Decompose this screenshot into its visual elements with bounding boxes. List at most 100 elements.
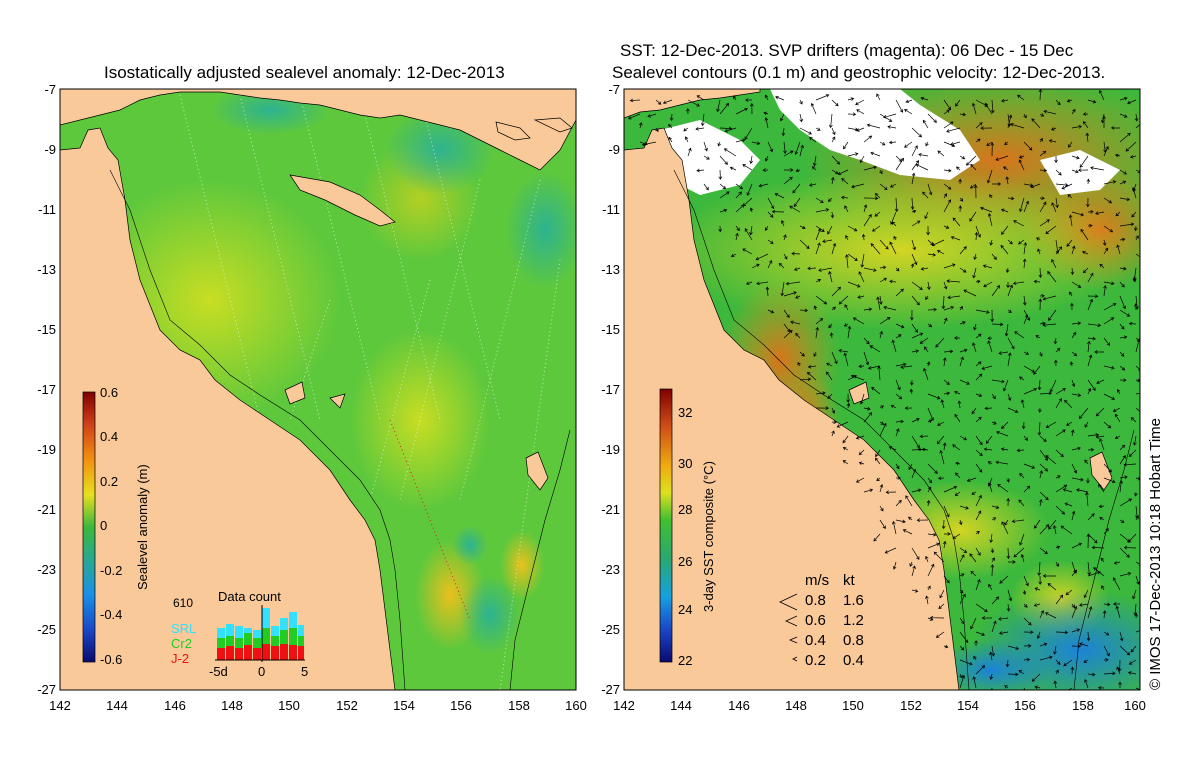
velocity-arrow (847, 325, 852, 339)
data-count-title: Data count (218, 589, 281, 604)
velocity-arrow (1055, 197, 1059, 209)
velocity-arrow (935, 337, 945, 348)
velocity-arrow (1102, 610, 1107, 619)
velocity-arrow (981, 616, 993, 620)
velocity-arrow (841, 178, 849, 185)
island (848, 381, 870, 405)
velocity-arrow (879, 330, 883, 339)
velocity-arrow (1004, 519, 1009, 526)
velocity-arrow (943, 317, 948, 325)
lat-tick-label: -23 (37, 562, 56, 577)
velocity-arrow (936, 249, 945, 255)
velocity-arrow (847, 112, 857, 117)
velocity-arrow (1135, 687, 1140, 690)
velocity-arrow (1062, 488, 1073, 493)
bar-srl (289, 612, 297, 628)
velocity-arrow (927, 323, 933, 328)
velocity-arrow (1019, 197, 1025, 213)
data-count-inset: Data count 610 SRL Cr2 J-2 (171, 589, 308, 679)
velocity-arrow (742, 248, 753, 255)
velocity-arrow (908, 463, 913, 471)
velocity-arrow (1071, 321, 1082, 326)
velocity-arrow (1006, 281, 1010, 289)
velocity-arrow (799, 99, 803, 105)
velocity-arrow (783, 150, 794, 157)
lat-tick-label: -9 (608, 142, 620, 157)
velocity-arrow (959, 573, 965, 577)
velocity-arrow (895, 334, 902, 339)
velocity-arrow (876, 296, 881, 311)
velocity-arrow (852, 317, 865, 325)
velocity-arrow (1039, 642, 1048, 647)
velocity-arrow (1042, 574, 1057, 578)
velocity-arrow (1064, 399, 1073, 409)
data-count-bars (217, 608, 304, 660)
velocity-arrow (911, 349, 920, 353)
velocity-arrow (1005, 659, 1010, 668)
velocity-arrow (1103, 302, 1117, 311)
velocity-arrow (1071, 628, 1081, 633)
right-colorbar-label: 3-day SST composite (°C) (701, 461, 716, 612)
velocity-arrow (1095, 407, 1105, 417)
velocity-arrow (1119, 475, 1128, 479)
velocity-arrow (959, 631, 969, 644)
velocity-arrow (1112, 407, 1121, 412)
velocity-arrow (895, 288, 904, 297)
velocity-arrow (1082, 112, 1089, 116)
velocity-arrow (1103, 180, 1117, 185)
velocity-arrow (1012, 281, 1025, 286)
velocity-arrow (1048, 519, 1057, 530)
velocity-arrow (1112, 577, 1121, 591)
velocity-arrow (929, 615, 945, 620)
velocity-arrow (719, 126, 733, 131)
velocity-arrow (783, 176, 793, 185)
velocity-arrow (908, 516, 913, 521)
lat-tick-label: -17 (601, 382, 620, 397)
velocity-arrow (1060, 525, 1073, 535)
velocity-arrow (875, 457, 881, 465)
velocity-arrow (719, 102, 730, 115)
velocity-arrow (1071, 569, 1078, 577)
velocity-arrow (863, 214, 872, 227)
velocity-arrow (1095, 435, 1105, 439)
lon-tick-label: 146 (164, 698, 186, 713)
velocity-arrow (1071, 331, 1077, 339)
velocity-arrow (943, 306, 955, 311)
velocity-arrow (1039, 547, 1048, 555)
velocity-arrow (863, 196, 879, 201)
velocity-arrow (990, 547, 995, 554)
velocity-arrow (1103, 602, 1111, 607)
velocity-arrow (1020, 399, 1025, 409)
velocity-arrow (885, 490, 897, 495)
velocity-arrow (1023, 657, 1031, 662)
velocity-arrow (927, 477, 933, 484)
lat-tick-label: -25 (37, 622, 56, 637)
velocity-arrow (1048, 309, 1057, 321)
lat-tick-label: -13 (37, 262, 56, 277)
velocity-arrow (763, 111, 769, 116)
velocity-arrow (920, 96, 929, 101)
velocity-arrow (831, 351, 838, 365)
velocity-arrow (1085, 491, 1089, 507)
velocity-arrow (959, 155, 966, 160)
velocity-arrow (925, 555, 929, 563)
velocity-arrow (911, 145, 918, 157)
velocity-arrow (895, 428, 900, 437)
velocity-arrow (828, 113, 833, 129)
velocity-arrow (1097, 685, 1105, 690)
velocity-arrow (975, 279, 981, 284)
velocity-arrow (1018, 159, 1025, 171)
velocity-arrow (1119, 281, 1125, 288)
velocity-arrow (954, 413, 961, 423)
velocity-arrow (1119, 222, 1135, 227)
velocity-arrow (943, 349, 954, 354)
velocity-arrow (858, 271, 865, 283)
velocity-arrow (933, 551, 945, 563)
bar-j2 (271, 646, 279, 660)
velocity-arrow (1070, 267, 1075, 276)
velocity-legend-kt: 0.4 (843, 652, 864, 669)
velocity-arrow (1009, 123, 1025, 129)
velocity-arrow (959, 617, 965, 625)
velocity-arrow (972, 267, 977, 279)
velocity-arrow (890, 404, 897, 409)
